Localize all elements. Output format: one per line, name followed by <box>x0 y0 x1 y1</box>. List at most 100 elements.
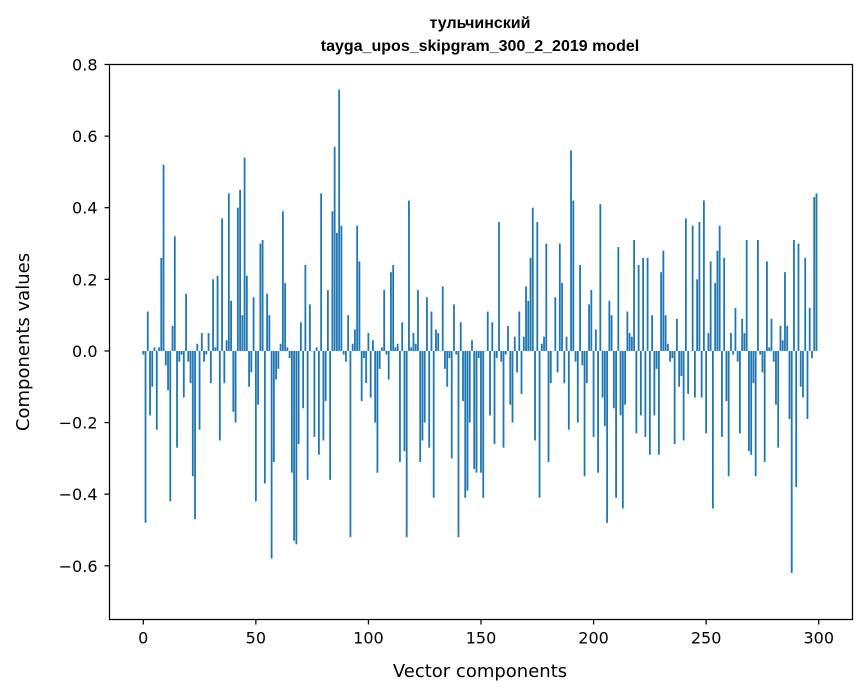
bar <box>775 350 777 405</box>
bar <box>236 207 239 351</box>
bar <box>637 265 640 351</box>
bar <box>491 322 494 351</box>
bar <box>272 350 275 462</box>
bar <box>345 350 347 362</box>
bar <box>448 350 451 359</box>
bar <box>691 225 694 351</box>
bar <box>297 350 300 445</box>
bar <box>313 350 316 437</box>
bar <box>160 257 163 351</box>
bar <box>381 347 383 351</box>
bar <box>288 350 291 359</box>
bar <box>164 350 167 366</box>
bar <box>493 350 496 445</box>
bar <box>529 257 532 351</box>
bar <box>522 336 525 351</box>
bar <box>475 350 478 473</box>
bar <box>583 350 586 477</box>
bar <box>788 350 791 419</box>
bar <box>579 265 581 351</box>
bar <box>633 239 635 351</box>
bar <box>768 347 771 351</box>
bar <box>630 336 633 351</box>
bar <box>412 333 415 351</box>
bar <box>784 272 786 351</box>
y-tick-label: 0.6 <box>72 127 97 146</box>
bar <box>606 350 608 523</box>
bar <box>146 311 149 351</box>
bar <box>198 350 201 430</box>
bar <box>585 350 588 384</box>
bar <box>378 350 381 369</box>
bar <box>302 350 305 409</box>
bar <box>414 343 417 351</box>
bar <box>392 265 395 351</box>
bar <box>464 350 467 498</box>
bar <box>723 257 726 351</box>
bar <box>725 350 728 402</box>
y-tick-label: 0.0 <box>72 342 97 361</box>
bar <box>703 200 705 351</box>
bar <box>628 333 631 351</box>
bar <box>639 350 642 416</box>
bar <box>239 189 241 351</box>
bar <box>781 340 784 351</box>
bar <box>351 343 354 351</box>
bar <box>390 272 392 351</box>
bar <box>207 333 210 351</box>
bar <box>196 343 199 351</box>
bar <box>327 290 329 351</box>
bar <box>743 333 746 351</box>
bar <box>534 350 536 441</box>
bar <box>374 350 377 423</box>
bar <box>554 297 557 351</box>
bar <box>687 350 690 394</box>
plot-frame <box>108 63 854 621</box>
bar <box>367 333 370 351</box>
bar <box>777 350 780 448</box>
bar <box>408 200 410 351</box>
y-axis-label: Components values <box>13 253 34 431</box>
bar <box>426 297 428 351</box>
bar <box>324 350 327 402</box>
bar <box>518 311 521 351</box>
bar <box>693 350 696 398</box>
bar <box>419 350 422 462</box>
bar <box>752 350 755 384</box>
bar <box>396 343 399 351</box>
bar <box>270 350 273 559</box>
bar <box>813 196 816 351</box>
chart-subtitle: tayga_upos_skipgram_300_2_2019 model <box>321 38 639 55</box>
bar <box>401 322 404 351</box>
x-tick-label: 300 <box>803 629 834 648</box>
bar <box>648 350 651 455</box>
y-tick-label: −0.2 <box>59 414 98 433</box>
bar <box>808 307 811 351</box>
bar <box>664 315 667 351</box>
bar <box>299 322 302 351</box>
bar <box>739 350 741 434</box>
bar <box>730 333 732 351</box>
bar <box>766 261 768 351</box>
bar <box>558 243 561 351</box>
bar <box>315 347 318 351</box>
bar <box>338 89 341 351</box>
bar <box>450 350 453 459</box>
bar <box>340 225 343 351</box>
bar <box>369 350 372 398</box>
bar <box>437 333 440 351</box>
bar <box>151 350 154 387</box>
bar <box>588 304 590 351</box>
bar <box>804 257 807 351</box>
bar <box>714 282 717 351</box>
bar <box>180 350 183 355</box>
bar <box>173 236 176 351</box>
bar <box>590 290 593 351</box>
bar <box>644 350 647 437</box>
bar <box>432 350 435 498</box>
bar <box>182 350 185 398</box>
bar <box>428 350 431 448</box>
bar <box>286 347 289 351</box>
bar <box>619 350 622 416</box>
bar <box>482 350 485 498</box>
